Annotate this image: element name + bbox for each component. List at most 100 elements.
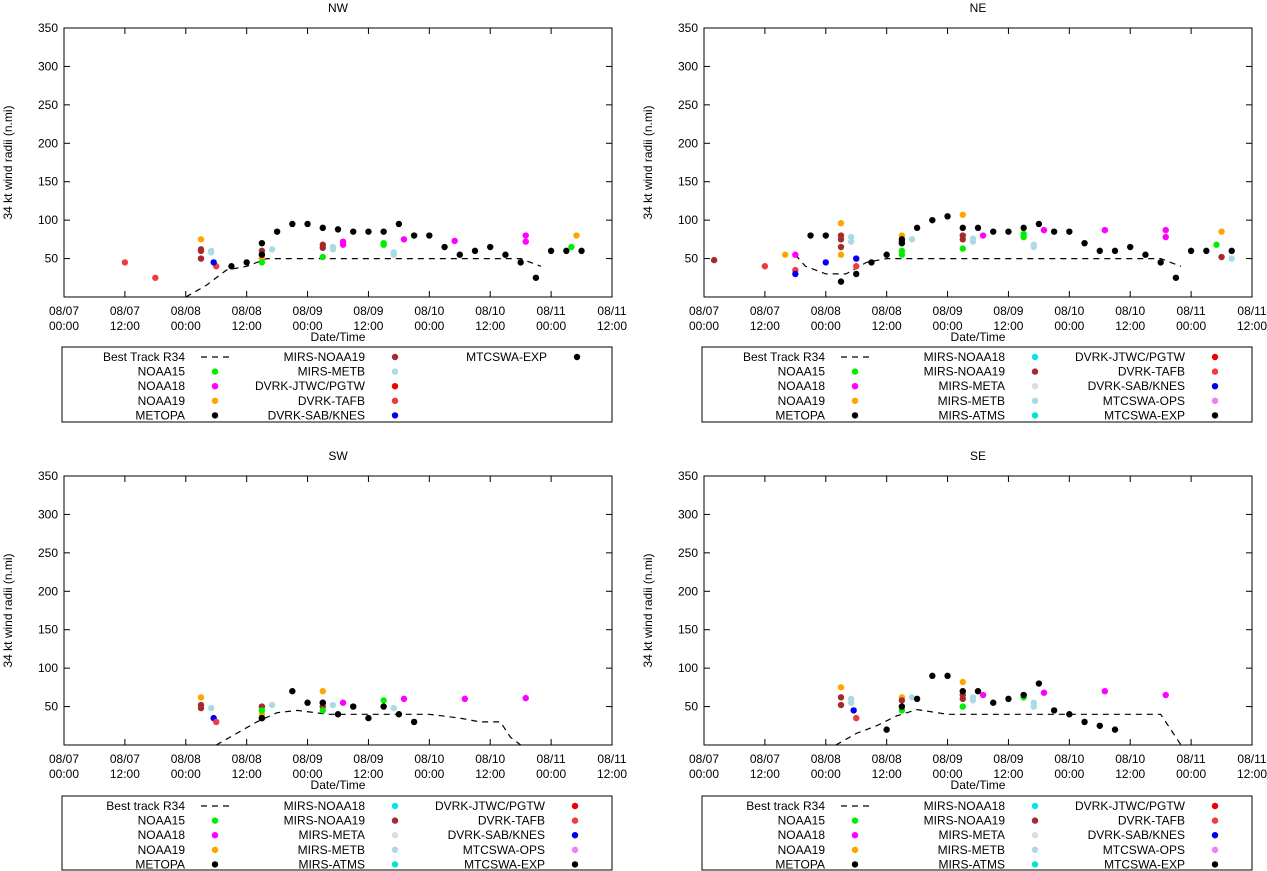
- point-mtcswa-exp: [1005, 228, 1012, 235]
- x-tick-label: 12:00: [597, 767, 627, 781]
- x-tick-label: 08/07: [689, 304, 719, 318]
- point-dvrk-sab-knes: [850, 707, 857, 714]
- x-tick-label: 12:00: [993, 767, 1023, 781]
- x-tick-label: 12:00: [110, 767, 140, 781]
- point-noaa15: [1213, 241, 1220, 248]
- x-tick-label: 00:00: [1176, 319, 1206, 333]
- x-tick-label: 12:00: [1237, 767, 1267, 781]
- plot-frame: [703, 27, 1253, 298]
- legend-label: NOAA19: [138, 394, 186, 408]
- point-noaa19: [837, 220, 845, 227]
- x-tick-label: 00:00: [811, 767, 841, 781]
- x-tick-label: 12:00: [232, 319, 262, 333]
- point-noaa15: [898, 247, 906, 255]
- point-mtcswa-exp: [1035, 220, 1043, 228]
- point-mtcswa-exp: [456, 251, 463, 258]
- legend-label: MTCSWA-OPS: [1103, 843, 1185, 857]
- x-tick-label: 00:00: [536, 319, 566, 333]
- legend-dot-symbol: [1031, 802, 1039, 810]
- x-tick-label: 12:00: [872, 319, 902, 333]
- legend-dot-symbol: [1031, 397, 1039, 404]
- point-mirs-metb: [268, 246, 276, 253]
- x-tick-label: 00:00: [1054, 319, 1084, 333]
- point-noaa19: [197, 236, 205, 243]
- point-mirs-noaa19: [837, 243, 845, 251]
- point-noaa18: [339, 238, 347, 245]
- point-dvrk-tafb: [213, 718, 220, 726]
- point-mtcswa-exp: [334, 226, 342, 233]
- point-mtcswa-exp: [578, 247, 585, 255]
- x-tick-label: 08/11: [597, 304, 626, 318]
- legend-dot-symbol: [391, 368, 399, 375]
- point-mtcswa-exp: [898, 240, 906, 247]
- point-mtcswa-exp: [1066, 711, 1073, 718]
- x-tick-label: 00:00: [414, 319, 444, 333]
- legend-label: MIRS-METB: [938, 843, 1005, 857]
- point-mirs-noaa19: [319, 241, 326, 248]
- legend-label: MIRS-NOAA19: [924, 814, 1006, 828]
- point-mirs-metb: [207, 704, 215, 712]
- point-mirs-metb: [390, 704, 398, 712]
- point-mtcswa-exp: [1020, 224, 1027, 232]
- point-mirs-metb: [329, 243, 337, 251]
- best-track-line: [835, 708, 1182, 745]
- x-axis-label: Date/Time: [311, 778, 366, 792]
- y-tick-label: 50: [45, 700, 59, 714]
- legend-label: MTCSWA-OPS: [1103, 394, 1185, 408]
- point-mtcswa-exp: [959, 224, 966, 232]
- point-mirs-noaa19: [197, 246, 205, 253]
- x-tick-label: 08/08: [232, 752, 262, 766]
- point-mtcswa-exp: [1172, 274, 1180, 281]
- point-noaa15: [959, 703, 966, 710]
- point-mtcswa-exp: [1228, 247, 1235, 255]
- legend-dot-symbol: [573, 353, 581, 361]
- point-mtcswa-exp: [289, 220, 296, 228]
- y-tick-label: 50: [685, 252, 699, 266]
- point-mtcswa-exp: [990, 699, 997, 706]
- y-tick-label: 350: [678, 21, 698, 35]
- legend-dot-symbol: [1211, 368, 1219, 375]
- point-mtcswa-exp: [1111, 726, 1119, 733]
- point-mtcswa-exp: [1081, 240, 1088, 247]
- x-tick-label: 00:00: [933, 319, 963, 333]
- x-tick-label: 08/08: [811, 752, 841, 766]
- legend-label: METOPA: [775, 408, 825, 422]
- point-mirs-noaa19: [898, 697, 906, 704]
- x-tick-label: 00:00: [49, 767, 79, 781]
- legend-dot-symbol: [1211, 846, 1219, 853]
- legend-label: MIRS-ATMS: [299, 857, 365, 871]
- point-mtcswa-exp: [502, 251, 509, 258]
- legend-label: MIRS-METB: [298, 843, 365, 857]
- x-tick-label: 08/09: [353, 752, 383, 766]
- x-tick-label: 08/10: [1115, 752, 1145, 766]
- point-dvrk-tafb: [761, 263, 769, 270]
- legend-label: DVRK-JTWC/PGTW: [1075, 799, 1186, 813]
- y-axis-label: 34 kt wind radii (n.mi): [1, 105, 15, 219]
- legend-label: Best track R34: [746, 799, 825, 813]
- panel-sw: SW5010015020025030035008/0700:0008/0712:…: [1, 449, 627, 871]
- point-mtcswa-exp: [883, 251, 890, 258]
- y-tick-label: 250: [38, 98, 58, 112]
- point-mtcswa-exp: [822, 232, 829, 239]
- point-mtcswa-exp: [380, 228, 387, 235]
- point-mirs-metb: [268, 701, 276, 709]
- point-mirs-metb: [1030, 703, 1038, 710]
- point-mirs-metb: [847, 233, 855, 241]
- point-mirs-metb: [969, 694, 977, 701]
- legend-label: DVRK-TAFB: [298, 394, 365, 408]
- y-tick-label: 350: [38, 21, 58, 35]
- legend-label: NOAA18: [778, 828, 826, 842]
- point-dvrk-tafb: [853, 263, 860, 270]
- point-mtcswa-exp: [1096, 247, 1103, 255]
- x-tick-label: 08/08: [232, 304, 262, 318]
- legend-dot-symbol: [571, 861, 579, 868]
- x-tick-label: 08/07: [49, 304, 79, 318]
- x-tick-label: 08/11: [1177, 304, 1206, 318]
- legend-label: Best track R34: [106, 799, 185, 813]
- point-noaa19: [959, 678, 966, 686]
- point-noaa18: [1162, 233, 1169, 241]
- point-noaa18: [1101, 226, 1109, 234]
- x-tick-label: 08/08: [171, 752, 201, 766]
- point-mtcswa-exp: [944, 213, 951, 220]
